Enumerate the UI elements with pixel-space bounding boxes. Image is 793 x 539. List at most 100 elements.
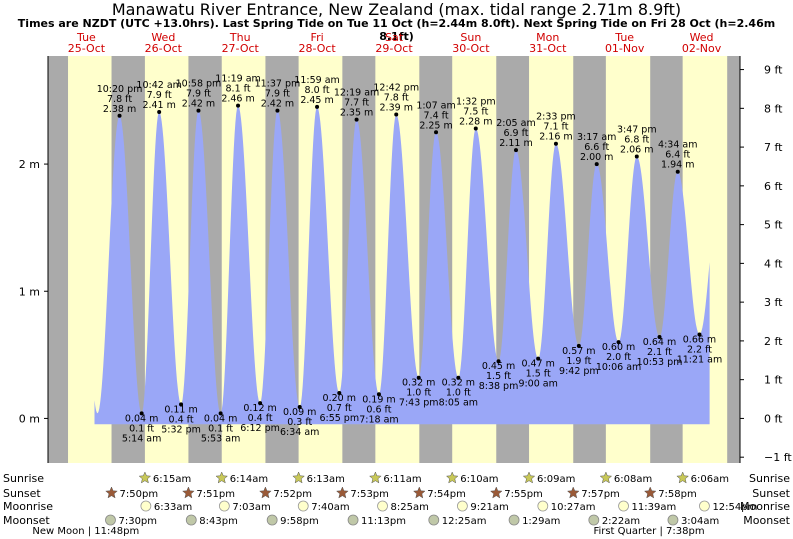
- day-name: Sun: [460, 31, 481, 44]
- high-tide-label: 7.8 ft: [107, 94, 132, 105]
- high-tide-label: 12:42 pm: [373, 82, 419, 93]
- high-tide-label: 1.94 m: [661, 160, 694, 171]
- low-tide-label: 9:00 am: [518, 379, 557, 390]
- low-tide-label: 0.6 ft: [366, 404, 391, 415]
- moonrise-moon-icon: [456, 500, 468, 512]
- sunrise-row-label-right: Sunrise: [749, 472, 790, 485]
- moonset-moon-icon: [347, 514, 359, 526]
- low-tide-point: [139, 411, 144, 416]
- moon-phase-label: First Quarter | 7:38pm: [593, 526, 704, 537]
- high-tide-label: 2.35 m: [340, 108, 373, 119]
- moonrise-time: 7:03am: [232, 502, 270, 513]
- day-name: Wed: [151, 31, 175, 44]
- high-tide-label: 7.1 ft: [543, 122, 568, 133]
- low-tide-label: 0.11 m: [164, 404, 197, 415]
- day-date: 29-Oct: [375, 42, 413, 55]
- sunset-row-label-left: Sunset: [3, 487, 41, 500]
- high-tide-label: 2:05 am: [496, 118, 535, 129]
- high-tide-point: [434, 130, 439, 135]
- moonrise-moon-icon: [140, 500, 152, 512]
- left-tick-label: 2 m: [19, 158, 40, 171]
- high-tide-label: 10:42 am: [136, 80, 181, 91]
- low-tide-label: 0.12 m: [243, 403, 276, 414]
- day-name: Tue: [614, 31, 634, 44]
- sunrise-time: 6:06am: [691, 474, 729, 485]
- moonset-row-label-right: Moonset: [743, 514, 790, 527]
- low-tide-label: 2.1 ft: [647, 347, 672, 358]
- moonrise-row-label-right: Moonrise: [740, 500, 790, 513]
- sunrise-star-icon: [138, 471, 152, 484]
- sunrise-time: 6:10am: [460, 474, 498, 485]
- high-tide-label: 2.00 m: [580, 152, 613, 163]
- moonrise-time: 9:21am: [470, 502, 508, 513]
- high-tide-label: 2.28 m: [459, 116, 492, 127]
- sunrise-star-icon: [676, 471, 690, 484]
- right-tick-label: 6 ft: [764, 180, 783, 193]
- high-tide-label: 2.45 m: [300, 95, 333, 106]
- low-tide-label: 2.0 ft: [606, 352, 631, 363]
- moonrise-time: 12:54pm: [712, 502, 757, 513]
- moonrise-moon-icon: [618, 500, 629, 512]
- day-header-layer: Tue25-OctWed26-OctThu27-OctFri28-OctSat2…: [68, 31, 722, 55]
- low-tide-label: 0.3 ft: [287, 417, 312, 428]
- right-tick-label: 7 ft: [764, 141, 783, 154]
- right-tick-label: 1 ft: [764, 374, 783, 387]
- low-tide-label: 5:32 pm: [161, 424, 201, 435]
- high-tide-point: [196, 108, 201, 113]
- sunrise-star-icon: [215, 471, 229, 484]
- axes-layer: 0 m 1 m 2 m −1 ft 0 ft 1 ft 2 ft 3 ft 4 ft 5 ft 6 …: [19, 56, 792, 464]
- low-tide-label: 6:55 pm: [319, 413, 359, 424]
- high-tide-label: 7.9 ft: [265, 89, 290, 100]
- low-tide-label: 2.2 ft: [687, 344, 712, 355]
- day-date: 01-Nov: [605, 42, 645, 55]
- high-tide-label: 2.46 m: [221, 94, 254, 105]
- high-tide-label: 3:17 am: [577, 132, 616, 143]
- day-name: Thu: [229, 31, 251, 44]
- low-tide-label: 0.60 m: [602, 342, 635, 353]
- high-tide-label: 6.4 ft: [665, 150, 690, 161]
- low-tide-point: [697, 332, 702, 337]
- low-tide-point: [416, 375, 421, 380]
- low-tide-label: 0.04 m: [125, 413, 158, 424]
- sunrise-time: 6:13am: [307, 474, 345, 485]
- low-tide-point: [376, 392, 381, 397]
- sunrise-star-icon: [445, 471, 459, 484]
- low-tide-label: 6:34 am: [280, 427, 319, 438]
- right-tick-label: 8 ft: [764, 102, 783, 115]
- right-tick-label: 3 ft: [764, 296, 783, 309]
- high-tide-point: [157, 109, 162, 114]
- high-tide-label: 7.9 ft: [147, 90, 172, 101]
- high-tide-label: 2.42 m: [261, 99, 294, 110]
- low-tide-label: 1.5 ft: [526, 369, 551, 380]
- sunset-time: 7:57pm: [581, 489, 620, 500]
- moonset-moon-icon: [667, 514, 679, 526]
- chart-title: Manawatu River Entrance, New Zealand (ma…: [111, 0, 682, 19]
- low-tide-label: 6:12 pm: [240, 423, 280, 434]
- sunrise-time: 6:14am: [230, 474, 268, 485]
- day-date: 28-Oct: [298, 42, 336, 55]
- high-tide-label: 2:33 pm: [536, 112, 576, 123]
- low-tide-label: 5:53 am: [201, 433, 240, 444]
- low-tide-label: 0.1 ft: [208, 423, 233, 434]
- high-tide-point: [354, 117, 359, 122]
- moonset-moon-icon: [185, 514, 197, 526]
- high-tide-label: 11:19 am: [215, 74, 260, 85]
- moonrise-moon-icon: [537, 500, 549, 512]
- high-tide-label: 2.41 m: [142, 100, 175, 111]
- low-tide-label: 0.32 m: [442, 378, 475, 389]
- tide-label-layer: 10:20 pm7.8 ft2.38 m0.04 m0.1 ft5:14 am1…: [97, 74, 723, 445]
- low-tide-point: [616, 340, 621, 345]
- day-name: Sat: [385, 31, 404, 44]
- high-tide-point: [275, 108, 280, 113]
- high-tide-label: 2.42 m: [182, 99, 215, 110]
- moonrise-moon-icon: [218, 500, 230, 512]
- tide-area: [94, 105, 710, 425]
- moon-phase-label: New Moon | 11:48pm: [32, 526, 139, 537]
- sunset-time: 7:52pm: [273, 489, 312, 500]
- sunset-star-icon: [259, 486, 272, 499]
- low-tide-point: [337, 390, 342, 395]
- day-date: 02-Nov: [682, 42, 722, 55]
- day-date: 26-Oct: [145, 42, 183, 55]
- sunrise-time: 6:11am: [383, 474, 421, 485]
